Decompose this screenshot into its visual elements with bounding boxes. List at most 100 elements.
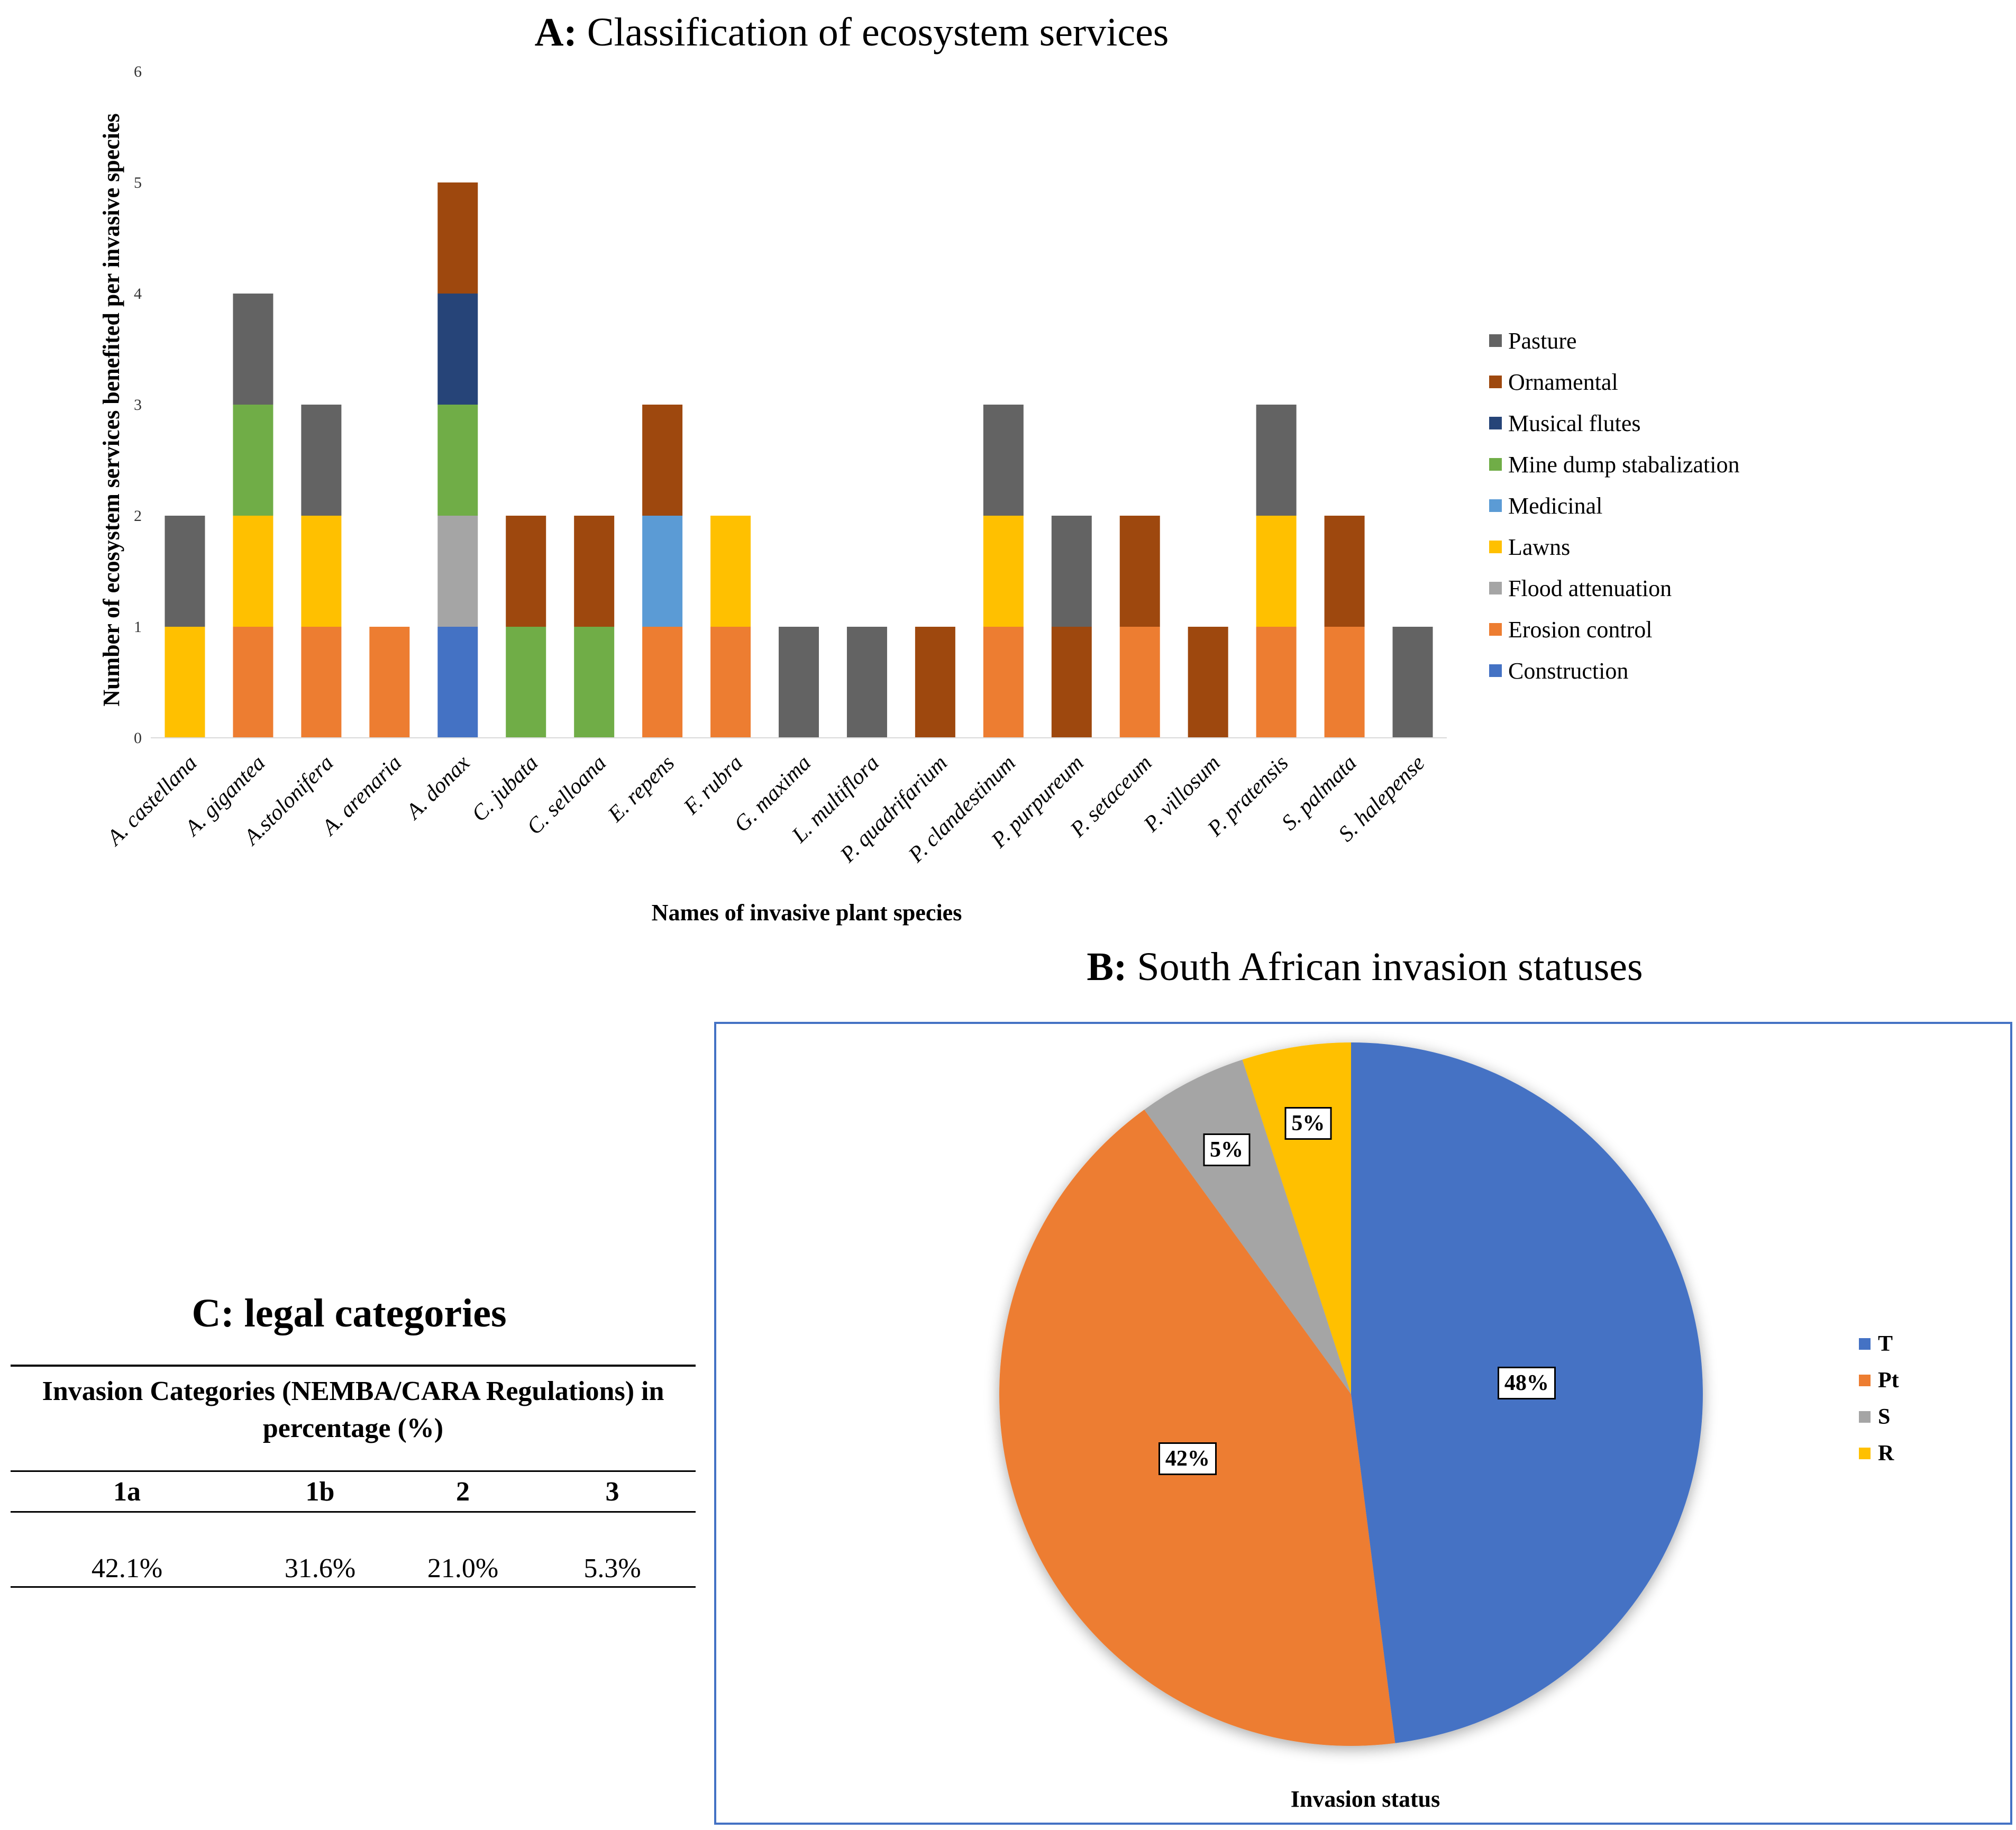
legend-label: Ornamental: [1508, 369, 1618, 395]
bar-segment: [642, 627, 683, 738]
legend-item: Lawns: [1489, 526, 1739, 568]
pie-chart: [999, 1042, 1703, 1746]
legend-item: Flood attenuation: [1489, 568, 1739, 609]
legend-label: R: [1878, 1441, 1894, 1466]
legend-label: Flood attenuation: [1508, 575, 1672, 601]
legend-swatch: [1859, 1374, 1871, 1386]
legend-item: Pasture: [1489, 320, 1739, 361]
legend-item: Construction: [1489, 650, 1739, 691]
legend-label: Musical flutes: [1508, 410, 1641, 436]
bar-segment: [915, 627, 955, 738]
bar-segment: [1256, 627, 1297, 738]
bar-segment: [233, 405, 273, 516]
bar-segment: [506, 627, 546, 738]
table-header: Invasion Categories (NEMBA/CARA Regulati…: [11, 1365, 696, 1470]
bar-segment: [165, 627, 205, 738]
value-1b: 31.6%: [284, 1553, 356, 1584]
chart-b-title: B: South African invasion statuses: [1087, 945, 1643, 989]
chart-a-title: A: Classification of ecosystem services: [534, 10, 1169, 54]
bar-segment: [1256, 516, 1297, 627]
y-tick-label: 0: [134, 729, 142, 747]
bar-segment: [710, 627, 751, 738]
bar-segment: [642, 516, 683, 627]
legend-swatch: [1489, 541, 1502, 553]
legend-swatch: [1489, 582, 1502, 594]
legend-label: Construction: [1508, 657, 1629, 684]
legend-label: S: [1878, 1404, 1891, 1429]
legend-item: Pt: [1859, 1362, 1899, 1398]
bar-segment: [574, 516, 615, 627]
legend-item: Erosion control: [1489, 609, 1739, 650]
bar-segment: [437, 627, 478, 738]
legend-swatch: [1489, 623, 1502, 636]
bar-segment: [233, 516, 273, 627]
bar-segment: [1119, 627, 1160, 738]
legend-swatch: [1859, 1447, 1871, 1459]
column-3: 3: [605, 1476, 619, 1507]
bar-segment: [779, 627, 819, 738]
chart-a-legend: Pasture Ornamental Musical flutes Mine dump…: [1489, 320, 1739, 691]
table-value-row: 42.1% 31.6% 21.0% 5.3%: [11, 1513, 696, 1588]
pie-data-label: 48%: [1497, 1367, 1556, 1400]
bar-segment: [1188, 627, 1228, 738]
legend-item: Medicinal: [1489, 485, 1739, 526]
x-tick-label: A. donax: [400, 751, 475, 825]
value-3: 5.3%: [583, 1553, 641, 1584]
pie-slice: [1144, 1059, 1351, 1394]
bar-segment: [301, 627, 342, 738]
bar-segment: [437, 405, 478, 516]
table-c-title: C: legal categories: [191, 1291, 507, 1335]
bar-segment: [846, 627, 887, 738]
value-1a: 42.1%: [91, 1553, 163, 1584]
column-1a: 1a: [113, 1476, 141, 1507]
bar-segment: [233, 627, 273, 738]
y-tick-label: 5: [134, 174, 142, 191]
bar-segment: [437, 294, 478, 405]
bar-segment: [574, 627, 615, 738]
legend-label: Pt: [1878, 1368, 1899, 1393]
x-tick-label: F. rubra: [679, 751, 747, 820]
bar-segment: [506, 516, 546, 627]
bar-segment: [983, 627, 1024, 738]
legend-label: Pasture: [1508, 327, 1577, 354]
bar-segment: [437, 182, 478, 294]
legend-item: Ornamental: [1489, 361, 1739, 402]
column-2: 2: [456, 1476, 470, 1507]
bar-segment: [301, 516, 342, 627]
pie-data-label: 42%: [1158, 1442, 1217, 1476]
pie-slice: [999, 1110, 1395, 1746]
bar-segment: [301, 405, 342, 516]
x-tick-label: E. repens: [603, 751, 679, 827]
bar-segment: [1324, 627, 1365, 738]
y-tick-label: 1: [134, 618, 142, 636]
legend-swatch: [1489, 417, 1502, 429]
bar-segment: [165, 516, 205, 627]
y-tick-label: 4: [134, 285, 142, 303]
bar-segment: [1051, 627, 1092, 738]
bar-segment: [642, 405, 683, 516]
bar-segment: [233, 294, 273, 405]
legend-swatch: [1489, 334, 1502, 347]
chart-b-legend: T Pt S R: [1859, 1325, 1899, 1471]
pie-data-label: 5%: [1284, 1106, 1332, 1140]
legend-swatch: [1489, 499, 1502, 512]
legend-item: S: [1859, 1398, 1899, 1435]
column-1b: 1b: [305, 1476, 335, 1507]
legend-item: Musical flutes: [1489, 402, 1739, 444]
pie-slices: [999, 1042, 1703, 1746]
pie-chart-frame: 48% 42% 5% 5% T Pt S R Invasion status: [714, 1022, 2012, 1825]
legend-label: T: [1878, 1331, 1893, 1356]
legend-label: Mine dump stabalization: [1508, 451, 1740, 478]
stacked-bar-chart: 0 1 2 3 4 5 6 Number of ecosystem services bene…: [98, 63, 1447, 926]
legend-swatch: [1489, 664, 1502, 677]
bar-segment: [1256, 405, 1297, 516]
bar-segment: [437, 516, 478, 627]
legend-swatch: [1859, 1411, 1871, 1423]
y-axis-label: Number of ecosystem services benefited p…: [98, 113, 124, 706]
bar-segment: [1392, 627, 1433, 738]
bar-segment: [1051, 516, 1092, 627]
legal-categories-table: Invasion Categories (NEMBA/CARA Regulati…: [11, 1365, 696, 1588]
value-2: 21.0%: [427, 1553, 499, 1584]
pie-data-label: 5%: [1203, 1133, 1250, 1166]
pie-x-axis-label: Invasion status: [1290, 1786, 1440, 1812]
